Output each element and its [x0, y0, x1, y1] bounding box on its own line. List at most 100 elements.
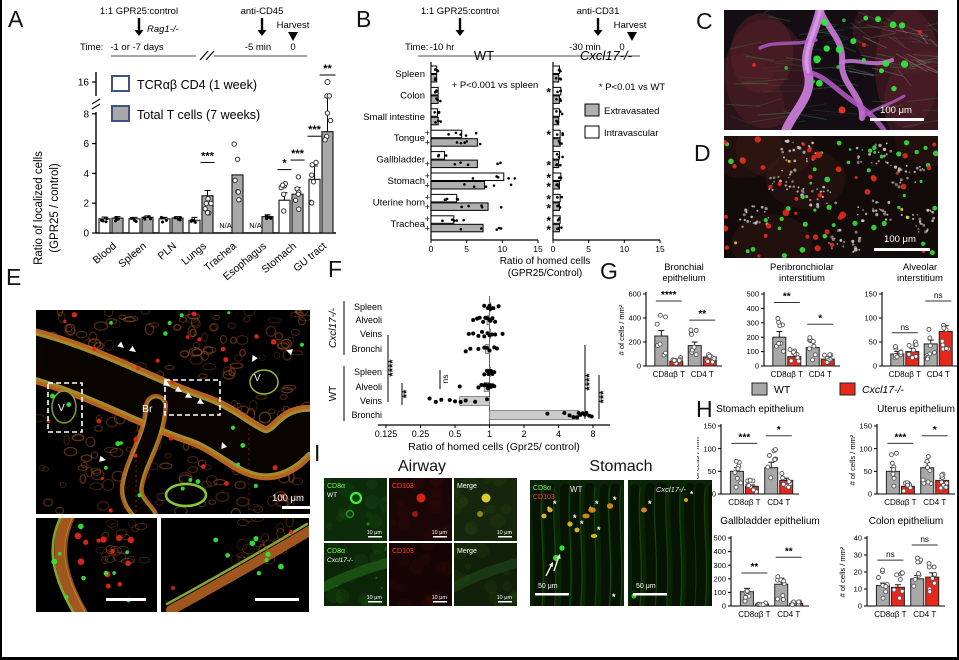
- chart-g1: 0 100 200 300 400 500 Peribronchiolarinterstit…: [746, 262, 840, 379]
- svg-text:* P<0.01 vs WT: * P<0.01 vs WT: [599, 82, 665, 93]
- svg-text:300: 300: [746, 318, 759, 327]
- svg-text:50 μm: 50 μm: [538, 583, 558, 590]
- svg-text:Harvest: Harvest: [277, 20, 310, 31]
- svg-text:10 μm: 10 μm: [367, 530, 383, 536]
- svg-text:***: ***: [895, 432, 907, 443]
- panel-f-group-Cxcl17-/-: Cxcl17-/- Spleen Alveoli Veins Bronchi: [328, 301, 505, 355]
- svg-text:50: 50: [708, 467, 716, 476]
- svg-text:CD4 T: CD4 T: [809, 370, 832, 379]
- panel-e-microscopy-image: V Br V 100 μm: [36, 310, 310, 514]
- svg-text:***: ***: [598, 390, 610, 404]
- svg-text:CD8αβ T: CD8αβ T: [889, 370, 921, 379]
- svg-text:400: 400: [713, 547, 726, 556]
- svg-text:100: 100: [713, 588, 726, 597]
- svg-text:Small intestine: Small intestine: [363, 112, 425, 123]
- svg-text:*: *: [933, 425, 937, 436]
- svg-text:*: *: [597, 525, 601, 535]
- panel-b-timeline-diagram: 1:1 GPR25:control anti-CD31 Harvest Time: -1…: [405, 6, 647, 57]
- svg-text:**: **: [751, 562, 759, 573]
- svg-text:10: 10: [620, 244, 630, 254]
- svg-text:40: 40: [854, 534, 862, 543]
- panel-f-chart: 0.125 0.25 0.5 1 2 4 8 Ratio of homed cells (Gp…: [328, 296, 610, 453]
- panel-d-microscopy-image: 100 μm: [724, 136, 938, 258]
- svg-text:1:1 GPR25:control: 1:1 GPR25:control: [421, 6, 499, 17]
- svg-text:ns: ns: [901, 323, 909, 332]
- svg-text:Colon epithelium: Colon epithelium: [869, 516, 944, 527]
- panel-b-row-labels: Spleen Colon Small intestine Tongue Gallblad…: [363, 69, 425, 230]
- svg-text:Tongue: Tongue: [394, 133, 425, 144]
- svg-text:1:1 GPR25:control: 1:1 GPR25:control: [100, 6, 178, 17]
- panel-g-legend: WT Cxcl17-/-: [751, 382, 905, 396]
- svg-text:6: 6: [83, 139, 89, 150]
- svg-text:0: 0: [619, 42, 624, 53]
- stomach-title: Stomach: [589, 458, 653, 475]
- svg-text:+ P<0.001 vs spleen: + P<0.001 vs spleen: [452, 80, 539, 91]
- svg-text:Bronchi: Bronchi: [351, 344, 382, 354]
- svg-text:16: 16: [78, 78, 90, 89]
- svg-text:5: 5: [464, 244, 469, 254]
- svg-text:Ratio of homed cells (Gpr25/ c: Ratio of homed cells (Gpr25/ control): [408, 441, 580, 453]
- svg-text:100: 100: [703, 444, 716, 453]
- svg-text:200: 200: [713, 574, 726, 583]
- svg-text:*: *: [553, 499, 557, 509]
- vessel: [758, 10, 906, 130]
- svg-text:*: *: [595, 499, 599, 509]
- panel-b-chart: WT Cxcl17-/- Spleen Colon Small intestine Ton…: [363, 48, 665, 279]
- svg-text:Veins: Veins: [360, 396, 383, 406]
- panel-c-microscopy-image: 100 μm: [724, 10, 938, 130]
- svg-text:200: 200: [746, 333, 759, 342]
- svg-text:0.25: 0.25: [412, 429, 430, 439]
- svg-text:**: **: [698, 309, 706, 320]
- airway-tile-cd103-wt: CD103 10 μm: [389, 478, 452, 541]
- panel-b-legend: Extravasated Intravascular: [584, 103, 659, 139]
- svg-text:Cxcl17-/-: Cxcl17-/-: [656, 485, 687, 494]
- svg-text:*: *: [546, 180, 551, 194]
- svg-text:+: +: [425, 159, 430, 169]
- svg-text:2: 2: [521, 429, 526, 439]
- svg-text:*: *: [546, 214, 551, 228]
- svg-text:***: ***: [308, 124, 322, 136]
- svg-text:50 μm: 50 μm: [636, 583, 656, 590]
- svg-text:Time:: Time:: [80, 42, 103, 53]
- svg-text:Stomach: Stomach: [388, 176, 426, 187]
- svg-text:10: 10: [498, 244, 508, 254]
- panel-g-label: G: [600, 258, 618, 284]
- svg-text:Gallbladder epithelium: Gallbladder epithelium: [720, 516, 820, 527]
- svg-text:CD4 T: CD4 T: [777, 610, 800, 619]
- svg-text:15: 15: [655, 244, 665, 254]
- svg-text:*: *: [546, 85, 551, 99]
- svg-text:50: 50: [869, 338, 877, 347]
- svg-text:0: 0: [712, 490, 716, 499]
- svg-text:+: +: [425, 171, 430, 181]
- svg-text:CD4 T: CD4 T: [927, 370, 950, 379]
- svg-text:10 μm: 10 μm: [497, 530, 513, 536]
- svg-text:Extravasated: Extravasated: [604, 106, 659, 117]
- svg-text:400: 400: [628, 314, 641, 323]
- svg-text:****: ****: [387, 359, 399, 377]
- svg-text:Total T cells (7 weeks): Total T cells (7 weeks): [137, 108, 260, 122]
- panel-e-inset-right: [161, 518, 309, 612]
- svg-text:*: *: [777, 425, 781, 436]
- svg-text:N/A: N/A: [219, 221, 232, 230]
- svg-text:*: *: [648, 499, 652, 509]
- panel-d-label: D: [694, 140, 711, 166]
- svg-text:30: 30: [854, 551, 862, 560]
- svg-text:100: 100: [746, 347, 759, 356]
- svg-text:CD103: CD103: [392, 548, 414, 555]
- svg-text:*: *: [613, 495, 617, 505]
- svg-text:+: +: [425, 223, 430, 233]
- svg-text:TCRαβ CD4 (1 week): TCRαβ CD4 (1 week): [137, 78, 257, 92]
- svg-text:**: **: [323, 63, 332, 75]
- svg-text:300: 300: [713, 561, 726, 570]
- svg-text:CD8α: CD8α: [327, 483, 345, 490]
- svg-text:10 μm: 10 μm: [367, 595, 383, 601]
- svg-text:Bronchial: Bronchial: [664, 262, 704, 273]
- svg-text:anti-CD45: anti-CD45: [241, 6, 284, 17]
- svg-text:WT: WT: [328, 386, 339, 402]
- airway-tile-cd8a-wt: CD8α WT 10 μm: [324, 478, 387, 541]
- svg-text:V: V: [254, 373, 261, 384]
